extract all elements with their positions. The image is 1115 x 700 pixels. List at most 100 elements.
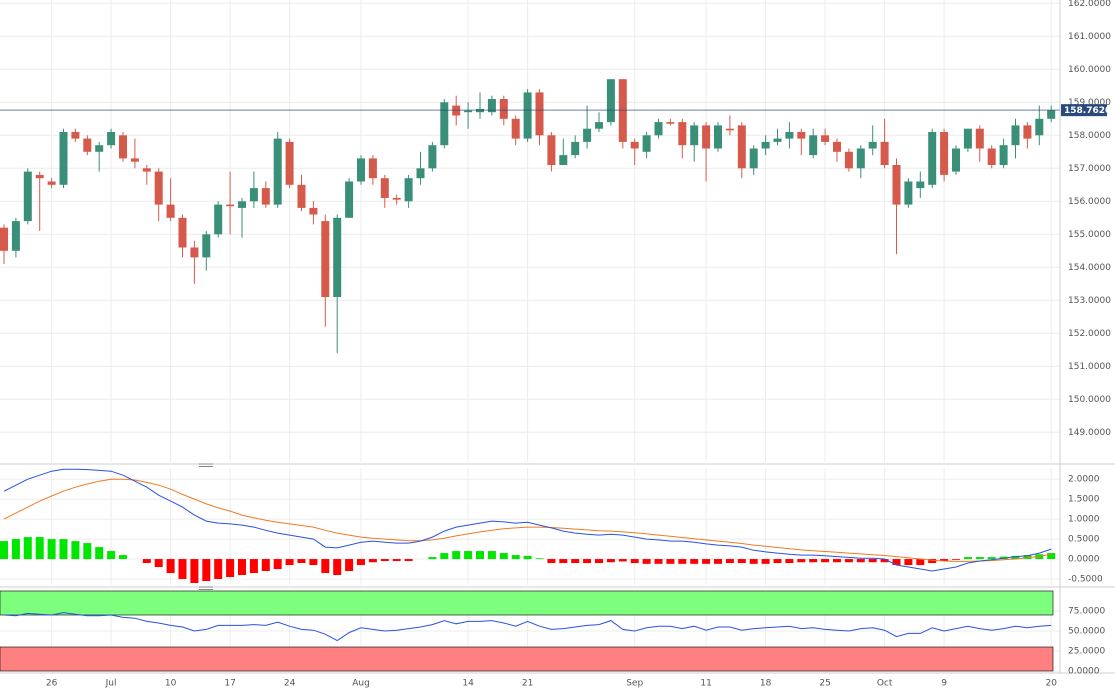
- histogram-bar: [642, 559, 651, 564]
- candle: [59, 128, 68, 189]
- candle-body: [559, 155, 568, 165]
- candle: [1035, 105, 1044, 146]
- candle: [107, 128, 116, 149]
- y-tick-label: 153.0000: [1068, 296, 1111, 306]
- histogram-bar: [725, 559, 734, 564]
- y-tick-label: 151.0000: [1068, 362, 1111, 372]
- candle: [737, 122, 746, 179]
- histogram-bar: [214, 559, 223, 580]
- candle: [202, 231, 211, 271]
- candle: [583, 105, 592, 149]
- histogram-bar: [357, 559, 365, 566]
- y-tick-label: 0.0000: [1068, 667, 1100, 677]
- candle-body: [285, 141, 294, 185]
- histogram-bar: [273, 559, 282, 570]
- y-tick-label: 75.0000: [1068, 607, 1105, 617]
- candle: [1047, 105, 1056, 123]
- candle: [261, 181, 270, 208]
- candle: [464, 102, 473, 129]
- candle: [654, 118, 663, 139]
- y-tick-label: 154.0000: [1068, 263, 1111, 273]
- histogram-bar: [440, 553, 449, 560]
- candle-body: [154, 171, 163, 205]
- candle: [392, 194, 401, 205]
- candle-body: [345, 181, 354, 218]
- histogram-bar: [95, 547, 104, 560]
- candle-body: [428, 145, 437, 169]
- resize-handle[interactable]: [199, 586, 213, 590]
- histogram-bar: [47, 539, 56, 560]
- histogram-bar: [547, 559, 556, 564]
- candle: [154, 168, 163, 222]
- x-tick-label: Jul: [105, 679, 117, 689]
- candle: [999, 138, 1008, 169]
- histogram-bar: [71, 541, 80, 560]
- histogram-bar: [285, 559, 294, 566]
- candle-body: [833, 141, 841, 152]
- candle-body: [59, 132, 68, 185]
- y-tick-label: 161.0000: [1068, 32, 1111, 42]
- histogram-bar: [428, 557, 437, 560]
- candle-body: [952, 148, 960, 172]
- candle-body: [380, 178, 389, 198]
- y-tick-label: 1.0000: [1068, 515, 1100, 525]
- histogram-bar: [809, 559, 818, 563]
- candle: [285, 138, 294, 189]
- x-tick-label: 24: [284, 679, 296, 689]
- candle-body: [904, 181, 913, 205]
- candle: [47, 178, 56, 189]
- x-tick-label: 9: [941, 679, 947, 689]
- candle-body: [940, 132, 949, 175]
- candle-body: [785, 132, 794, 139]
- candle-body: [606, 79, 615, 123]
- histogram-bar: [238, 559, 246, 576]
- candle: [487, 95, 496, 116]
- candle: [833, 138, 841, 162]
- candle-body: [95, 145, 104, 152]
- candle-body: [130, 158, 139, 162]
- line: [3, 612, 1052, 642]
- x-tick-label: 25: [819, 679, 830, 689]
- histogram-bar: [345, 559, 354, 572]
- candle: [952, 145, 960, 175]
- candle-body: [261, 188, 270, 205]
- candle: [916, 171, 925, 198]
- candle: [273, 132, 282, 208]
- histogram-bar: [797, 559, 806, 563]
- candle: [725, 115, 734, 136]
- x-tick-label: 18: [760, 679, 772, 689]
- histogram-bar: [761, 559, 770, 564]
- x-tick-label: 21: [522, 679, 533, 689]
- candle-body: [499, 99, 508, 119]
- histogram-bar: [0, 541, 8, 560]
- candle-body: [333, 217, 342, 297]
- x-tick-label: 17: [224, 679, 235, 689]
- y-tick-label: 157.0000: [1068, 164, 1111, 174]
- candle: [357, 155, 365, 185]
- candle: [190, 240, 199, 284]
- resize-handle[interactable]: [199, 463, 213, 467]
- histogram-bar: [606, 559, 615, 563]
- histogram-bar: [880, 559, 889, 563]
- candle-body: [773, 138, 782, 142]
- y-tick-label: 1.5000: [1068, 495, 1100, 505]
- histogram-bar: [856, 559, 865, 563]
- histogram-bar: [916, 559, 925, 566]
- candle-body: [202, 234, 211, 258]
- last-price-label: 158.7620: [1064, 106, 1111, 116]
- y-tick-label: 159.0000: [1068, 98, 1111, 108]
- candle: [618, 79, 627, 149]
- candle: [856, 145, 865, 179]
- histogram-bar: [630, 559, 639, 564]
- candle-body: [856, 148, 865, 169]
- histogram-bar: [678, 559, 687, 564]
- candle-body: [868, 141, 877, 149]
- histogram-bar: [714, 559, 722, 564]
- candle: [368, 155, 377, 185]
- candle: [23, 168, 32, 225]
- candle-body: [583, 128, 592, 142]
- candle: [821, 128, 830, 146]
- histogram-bar: [963, 557, 972, 560]
- candle: [963, 128, 972, 152]
- candle: [404, 174, 413, 208]
